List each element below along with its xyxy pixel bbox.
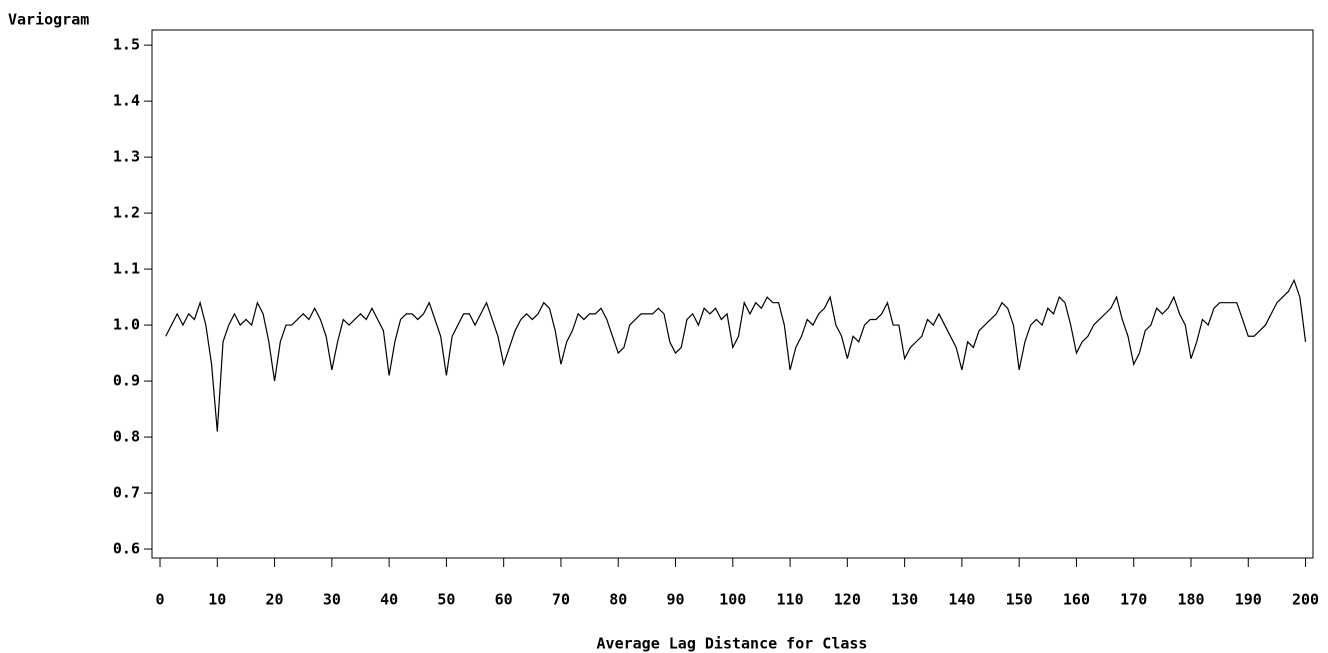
y-tick-label: 0.8 (113, 428, 140, 446)
y-axis-label: Variogram (8, 11, 89, 29)
x-tick-label: 70 (552, 591, 570, 609)
x-tick-label: 0 (156, 591, 165, 609)
x-tick-label: 30 (323, 591, 341, 609)
x-tick-label: 50 (437, 591, 455, 609)
y-tick-label: 1.5 (113, 36, 140, 54)
x-tick-label: 180 (1177, 591, 1204, 609)
x-tick-label: 10 (208, 591, 226, 609)
x-tick-label: 120 (834, 591, 861, 609)
y-tick-label: 0.9 (113, 372, 140, 390)
x-tick-label: 200 (1292, 591, 1319, 609)
variogram-line (165, 278, 1307, 432)
plot-frame (151, 29, 1314, 559)
x-tick-label: 80 (609, 591, 627, 609)
y-tick-label: 1.3 (113, 148, 140, 166)
x-tick-label: 100 (719, 591, 746, 609)
y-tick-label: 1.4 (113, 92, 140, 110)
y-tick-label: 1.2 (113, 204, 140, 222)
x-tick-label: 130 (891, 591, 918, 609)
x-tick-label: 170 (1120, 591, 1147, 609)
x-tick-label: 110 (777, 591, 804, 609)
x-tick-label: 20 (266, 591, 284, 609)
x-tick-label: 90 (666, 591, 684, 609)
x-tick-label: 150 (1006, 591, 1033, 609)
x-tick-label: 190 (1235, 591, 1262, 609)
x-tick-label: 140 (948, 591, 975, 609)
x-tick-label: 40 (380, 591, 398, 609)
y-tick-label: 0.7 (113, 484, 140, 502)
x-tick-label: 60 (495, 591, 513, 609)
y-tick-label: 1.1 (113, 260, 140, 278)
y-tick-label: 0.6 (113, 540, 140, 558)
x-tick-label: 160 (1063, 591, 1090, 609)
x-axis-label: Average Lag Distance for Class (597, 635, 868, 653)
y-tick-label: 1.0 (113, 316, 140, 334)
